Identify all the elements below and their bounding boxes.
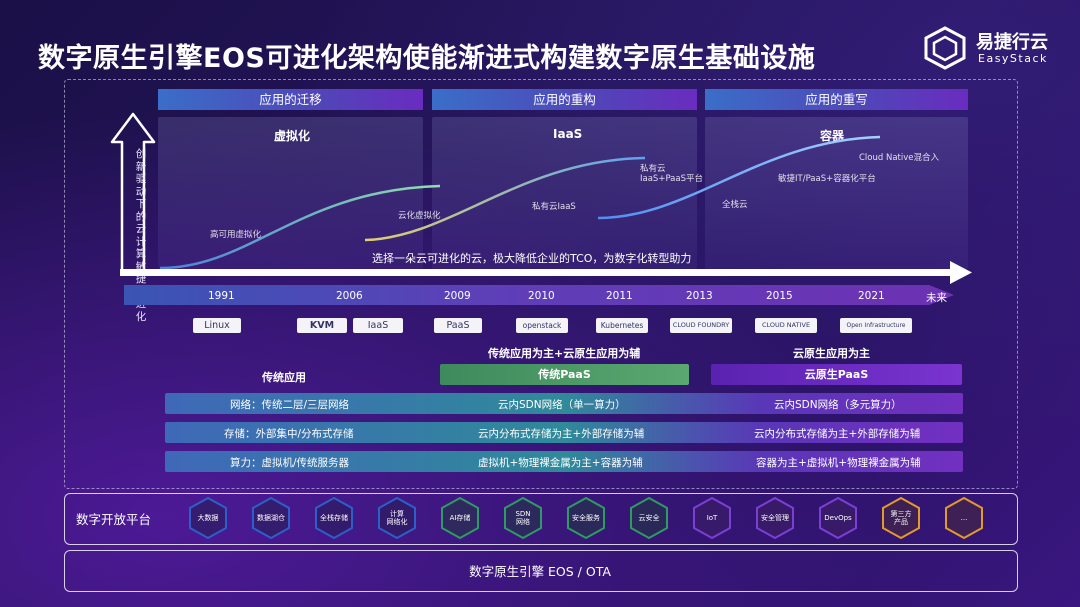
note-agile-it-paas: 敏捷IT/PaaS+容器化平台: [778, 174, 876, 184]
logo-cloud-native: CLOUD NATIVE: [755, 318, 817, 333]
phase-panel-iaas: [432, 117, 697, 269]
panel-title-container: 容器: [820, 129, 845, 143]
year-label: 2006: [336, 290, 363, 302]
row-compute: [165, 451, 963, 472]
phase-header-rewrite: 应用的重写: [705, 89, 968, 110]
phase-header-label: 应用的迁移: [259, 92, 322, 107]
logo-english-text: EasyStack: [978, 52, 1048, 65]
platform-item-ai-storage[interactable]: AI存储: [438, 496, 482, 540]
eos-engine-box: [64, 550, 1018, 592]
section-traditional: 传统应用: [262, 371, 306, 384]
phase-header-migration: 应用的迁移: [158, 89, 423, 110]
section-cloud-native: 云原生应用为主: [793, 347, 870, 360]
row-compute-right: 容器为主+虚拟机+物理裸金属为辅: [756, 457, 921, 469]
year-label: 2015: [766, 290, 793, 302]
note-ha-virtualization: 高可用虚拟化: [210, 230, 262, 240]
year-label: 未来: [926, 292, 947, 304]
horizontal-arrow-icon: [120, 261, 972, 284]
platform-item-full-stack-storage[interactable]: 全栈存储: [312, 496, 356, 540]
section-mixed: 传统应用为主+云原生应用为辅: [488, 347, 641, 360]
row-compute-label: 算力：虚拟机/传统服务器: [230, 457, 350, 469]
platform-item-more[interactable]: ...: [942, 496, 986, 540]
logo-open-infrastructure: Open Infrastructure: [840, 318, 912, 333]
platform-item-cloud-security[interactable]: 云安全: [627, 496, 671, 540]
row-network-mid: 云内SDN网络（单一算力）: [498, 399, 626, 411]
row-network: [165, 393, 963, 414]
year-label: 2011: [606, 290, 633, 302]
year-label: 2010: [528, 290, 555, 302]
platform-item-compute-network[interactable]: 计算 网络化: [375, 496, 419, 540]
evolution-curves: [159, 135, 881, 270]
curve-iaas: [364, 156, 646, 242]
note-private-iaas-paas: 私有云 IaaS+PaaS平台: [640, 164, 703, 184]
digital-open-platform: [64, 493, 1018, 545]
evolution-frame: [64, 79, 1018, 489]
platform-label: 数字开放平台: [76, 512, 152, 527]
timeline-bar: [124, 285, 954, 305]
logo-openstack: openstack: [516, 318, 568, 333]
slogan-text: 选择一朵云可进化的云，极大降低企业的TCO，为数字化转型助力: [372, 252, 692, 265]
platform-item-big-data[interactable]: 大数据: [186, 496, 230, 540]
logo-cloud-foundry: CLOUD FOUNDRY: [670, 318, 732, 333]
eos-engine-label: 数字原生引擎 EOS / OTA: [469, 564, 611, 579]
traditional-paas-label: 传统PaaS: [538, 368, 591, 381]
row-network-right: 云内SDN网络（多元算力）: [774, 399, 902, 411]
logo-kvm: KVM: [297, 318, 347, 333]
traditional-paas-bar: 传统PaaS: [440, 364, 689, 385]
platform-item-iot[interactable]: IoT: [690, 496, 734, 540]
row-storage: [165, 422, 963, 443]
row-network-label: 网络：传统二层/三层网络: [230, 399, 350, 411]
page-title: 数字原生引擎EOS可进化架构使能渐进式构建数字原生基础设施: [38, 43, 816, 74]
note-full-stack-cloud: 全栈云: [722, 200, 748, 210]
logo-chinese-text: 易捷行云: [976, 32, 1048, 53]
year-label: 1991: [208, 290, 235, 302]
row-storage-right: 云内分布式存储为主+外部存储为辅: [754, 428, 921, 440]
logo-iaas: IaaS: [353, 318, 403, 333]
phase-header-refactor: 应用的重构: [432, 89, 697, 110]
row-storage-mid: 云内分布式存储为主+外部存储为辅: [478, 428, 645, 440]
curve-virtualization: [159, 184, 441, 270]
cloud-native-paas-label: 云原生PaaS: [804, 368, 869, 381]
note-cloud-native: Cloud Native混合入: [859, 153, 940, 163]
platform-item-security-service[interactable]: 安全服务: [564, 496, 608, 540]
easystack-logo-icon: [924, 26, 966, 70]
phase-header-label: 应用的重构: [533, 92, 596, 107]
curve-container: [597, 135, 881, 220]
logo-kubernetes: Kubernetes: [596, 318, 648, 333]
platform-item-third-party[interactable]: 第三方 产品: [879, 496, 923, 540]
platform-item-devops[interactable]: DevOps: [816, 496, 860, 540]
logo-linux: Linux: [193, 318, 241, 333]
year-label: 2013: [686, 290, 713, 302]
row-storage-label: 存储：外部集中/分布式存储: [224, 428, 354, 440]
cloud-native-paas-bar: 云原生PaaS: [711, 364, 962, 385]
year-label: 2009: [444, 290, 471, 302]
logo-paas: PaaS: [434, 318, 482, 333]
platform-item-security-management[interactable]: 安全管理: [753, 496, 797, 540]
year-label: 2021: [858, 290, 885, 302]
panel-title-virtualization: 虚拟化: [274, 129, 311, 143]
panel-title-iaas: IaaS: [553, 127, 583, 141]
platform-item-sdn-network[interactable]: SDN 网络: [501, 496, 545, 540]
platform-item-data-lake[interactable]: 数据湖仓: [249, 496, 293, 540]
note-cloud-virtualization: 云化虚拟化: [398, 211, 441, 221]
row-compute-mid: 虚拟机+物理裸金属为主+容器为辅: [478, 457, 643, 469]
note-private-iaas: 私有云IaaS: [532, 202, 576, 212]
phase-header-label: 应用的重写: [805, 92, 868, 107]
